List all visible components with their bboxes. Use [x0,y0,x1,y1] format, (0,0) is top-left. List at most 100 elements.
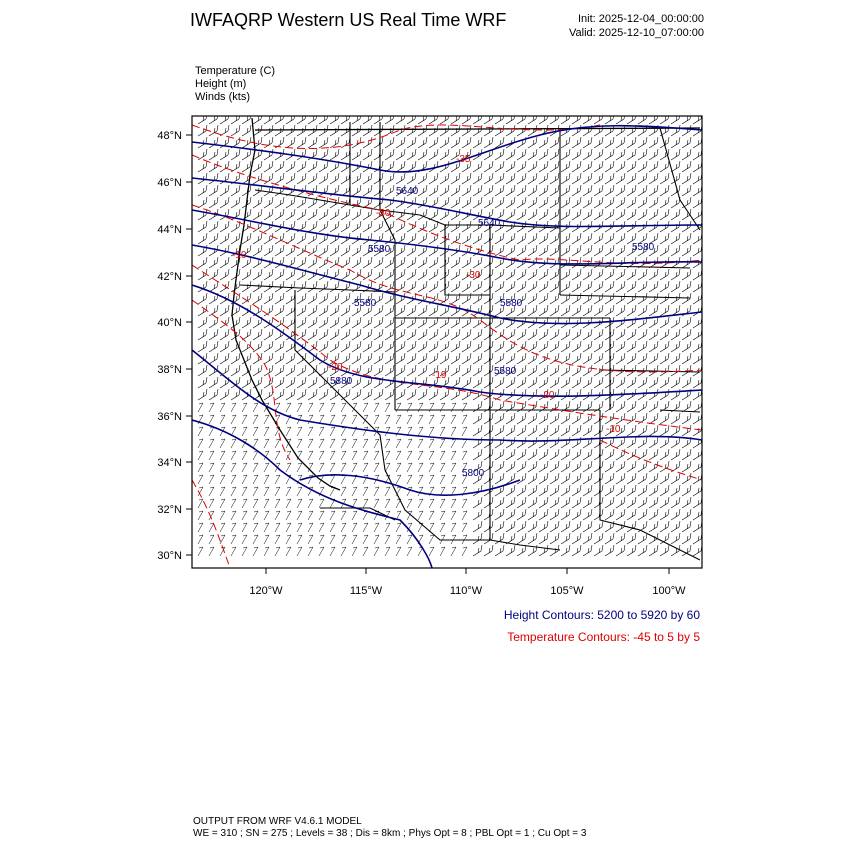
wind-barb [241,340,252,353]
wind-barb [329,376,340,389]
wind-barb [549,508,560,521]
wind-barb [274,498,281,509]
wind-barb [428,116,438,125]
wind-barb [615,460,626,473]
wind-barb [384,376,395,389]
wind-barb [230,462,237,473]
wind-barb [516,520,527,533]
wind-barb [472,292,483,305]
temperature-contours-legend: Temperature Contours: -45 to 5 by 5 [507,630,700,644]
wind-barb [670,448,681,461]
wind-barb [659,436,670,449]
wind-barb [549,496,560,509]
wind-barb [197,474,204,485]
wind-barb [384,486,391,497]
wind-barb [439,316,450,329]
wind-barb [560,304,571,317]
wind-barb [571,172,582,185]
wind-barb [197,438,204,449]
wind-barb [428,328,439,341]
wind-barb [571,364,582,377]
wind-barb [626,136,637,149]
wind-barb [571,412,582,425]
wind-barb [549,460,560,473]
wind-barb [483,508,494,521]
wind-barb [274,268,285,281]
wind-barb [362,522,369,533]
wind-barb [241,414,248,425]
wind-barb [329,316,340,329]
wind-barb [318,522,325,533]
wind-barb [329,474,336,485]
wind-barb [604,172,615,185]
wind-barb [604,292,615,305]
wind-barb [494,268,505,281]
wind-barb [681,124,692,137]
wind-barb [219,450,226,461]
wind-barb [318,280,329,293]
wind-barb [340,450,347,461]
wind-barb [670,364,681,377]
wind-barb [351,148,362,161]
wind-barb [604,208,615,221]
wind-barb [406,450,413,461]
wind-barb [439,136,450,149]
wind-barb [450,148,461,161]
wind-barb [494,184,505,197]
wind-barb [505,472,516,485]
wind-barb [461,136,472,149]
wind-barb [318,534,325,545]
wind-barb [681,292,692,305]
wind-barb [692,424,702,437]
wind-barb [351,376,362,389]
wind-barb [527,472,538,485]
latitude-label: 34°N [157,457,182,469]
wind-barb [241,124,252,137]
wind-barb [483,124,494,137]
wind-barb [659,232,670,245]
wind-barb [670,436,681,449]
wind-barb [472,436,483,449]
wind-barb [296,148,307,161]
wind-barb [340,414,347,425]
wind-barb [263,426,270,437]
wind-barb [274,438,281,449]
wind-barb [681,340,692,353]
wind-barb [505,424,516,437]
wind-barb [505,196,516,209]
wind-barb [329,136,340,149]
wind-barb [549,256,560,269]
wind-barb [274,486,281,497]
wind-barb [516,472,527,485]
wind-barb [560,460,571,473]
wind-barb [527,268,538,281]
wind-barb [252,268,263,281]
wind-barb [362,462,369,473]
wind-barb [494,544,505,557]
wind-barb [252,160,263,173]
wind-barb [219,316,230,329]
wind-barb [395,172,406,185]
wind-barb [648,436,659,449]
wind-barb [197,160,208,173]
wind-barb [252,498,259,509]
wind-barb [549,448,560,461]
wind-barb [252,196,263,209]
wind-barb [417,148,428,161]
wind-barb [450,522,457,533]
wind-barb [505,116,515,125]
wind-barb [219,462,226,473]
wind-barb [285,172,296,185]
wind-barb [274,208,285,221]
wind-barb [208,352,219,365]
wind-barb [516,328,527,341]
wind-barb [428,426,435,437]
wind-barb [571,388,582,401]
wind-barb [241,208,252,221]
wind-barb [406,352,417,365]
wind-barb [318,292,329,305]
wind-barb [582,304,593,317]
wind-barb [329,462,336,473]
wind-barb [395,546,402,557]
wind-barb [373,316,384,329]
